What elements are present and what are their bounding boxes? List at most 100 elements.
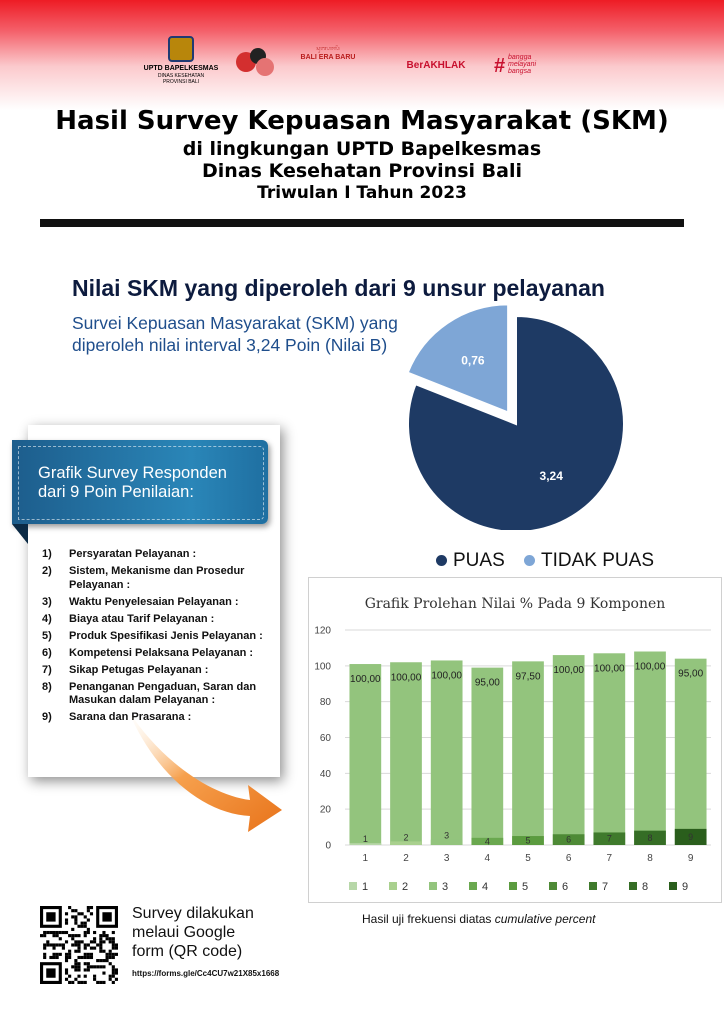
bar-value-label: 100,00	[594, 663, 625, 674]
ribbon-stitching	[18, 446, 264, 520]
list-item: 1) Persyaratan Pelayanan :	[40, 548, 280, 562]
bar-bottom-segment	[512, 836, 544, 845]
skm-heading: Nilai SKM yang diperoleh dari 9 unsur pe…	[72, 275, 605, 301]
bar	[471, 667, 504, 845]
x-tick-label: 7	[607, 853, 613, 864]
x-tick-label: 8	[647, 853, 653, 864]
list-item-label: Sistem, Mekanisme dan Prosedur Pelayanan…	[69, 565, 245, 591]
bar-bottom-label: 2	[403, 832, 408, 842]
survey-period: Triwulan I Tahun 2023	[257, 183, 467, 203]
bar	[634, 651, 666, 845]
x-tick-label: 3	[444, 853, 450, 864]
bali-emblem-icon	[168, 36, 194, 62]
bapelkesmas-logo-line3: PROVINSI BALI	[162, 79, 200, 85]
list-item-number: 6)	[42, 646, 52, 659]
bar-value-label: 100,00	[635, 662, 666, 673]
bapelkesmas-logo-line1: UPTD BAPELKESMAS	[143, 65, 219, 72]
respondent-ribbon	[12, 440, 268, 524]
list-item-number: 8)	[42, 680, 52, 693]
list-item-number: 4)	[42, 612, 52, 625]
bar-bottom-label: 8	[647, 833, 652, 843]
x-tick-label: 6	[566, 853, 572, 864]
x-tick-label: 5	[525, 853, 531, 864]
ribbon-title: Grafik Survey Responden dari 9 Poin Peni…	[38, 464, 227, 502]
bar	[593, 653, 626, 845]
list-item-label: Sikap Petugas Pelayanan :	[69, 663, 209, 676]
assessment-points-list: 1) Persyaratan Pelayanan : 2) Sistem, Meka…	[40, 548, 280, 728]
y-tick-label: 20	[320, 805, 332, 816]
berakhlak-logo: BerAKHLAK	[406, 60, 466, 71]
page-subtitle-2: Dinas Kesehatan Provinsi Bali	[202, 160, 522, 182]
bar-value-label: 100,00	[391, 672, 422, 683]
bar-bottom-segment	[349, 843, 382, 845]
bar-bottom-segment	[471, 837, 504, 845]
list-item-number: 1)	[42, 548, 52, 560]
bar-bottom-label: 4	[485, 836, 490, 846]
skm-description: Survei Kepuasan Masyarakat (SKM) yang di…	[72, 313, 398, 355]
frequency-note-emph: cumulative percent	[494, 912, 596, 926]
x-tick-label: 1	[363, 853, 369, 864]
list-item-number: 3)	[42, 595, 52, 608]
qr-caption-line2: melaui Google	[132, 924, 236, 941]
hashtag-icon: #	[494, 55, 506, 77]
bar-value-label: 100,00	[553, 665, 584, 676]
bar-bottom-label: 3	[444, 831, 449, 841]
google-form-link[interactable]: https://forms.gle/Cc4CU7w21X85x1668	[132, 969, 280, 978]
bali-era-baru-text: BALI ERA BARU	[300, 54, 356, 61]
legend-puas-label: PUAS	[453, 550, 505, 571]
bangga-melayani-text: bangga melayani bangsa	[508, 54, 537, 75]
list-item-label: Kompetensi Pelaksana Pelayanan :	[69, 646, 254, 659]
y-tick-label: 120	[314, 626, 331, 637]
y-tick-label: 0	[325, 841, 331, 852]
logo-bar: UPTD BAPELKESMAS DINAS KESEHATAN PROVINS…	[0, 30, 724, 90]
orange-arrow-icon	[128, 710, 282, 832]
legend-swatch	[349, 882, 357, 890]
list-item-label: Produk Spesifikasi Jenis Pelayanan :	[69, 629, 263, 642]
list-item: 6) Kompetensi Pelaksana Pelayanan :	[40, 647, 280, 661]
legend-label: 8	[642, 881, 648, 893]
page-subtitle-1: di lingkungan UPTD Bapelkesmas	[182, 138, 542, 160]
list-item-number: 9)	[42, 711, 52, 723]
satisfaction-pie-chart: 3,24 0,76	[406, 303, 625, 530]
frequency-note-text: Hasil uji frekuensi diatas	[362, 912, 495, 926]
qr-caption: Survey dilakukan melaui Google form (QR …	[132, 904, 332, 961]
bar-bottom-segment	[634, 830, 666, 845]
legend-tidak-puas-label: TIDAK PUAS	[541, 550, 655, 571]
frequency-note: Hasil uji frekuensi diatas cumulative pe…	[362, 912, 595, 926]
legend-swatch	[589, 882, 597, 890]
legend-label: 2	[402, 881, 408, 893]
bali-era-baru-logo: ᬲᬸᬩᬳᬵᬮᬶ BALI ERA BARU	[290, 46, 366, 62]
bar-bottom-label: 1	[363, 834, 368, 844]
bar-bottom-segment	[552, 834, 585, 845]
x-tick-label: 9	[688, 853, 694, 864]
bar-bottom-segment	[390, 841, 422, 845]
legend-swatch	[629, 882, 637, 890]
list-item: 7) Sikap Petugas Pelayanan :	[40, 664, 280, 678]
legend-swatch	[389, 882, 397, 890]
list-item-label: Waktu Penyelesaian Pelayanan :	[69, 595, 239, 608]
bar	[512, 661, 544, 845]
list-item: 2) Sistem, Mekanisme dan Prosedur Pelayan…	[40, 565, 280, 592]
list-item: 4) Biaya atau Tarif Pelayanan :	[40, 613, 280, 627]
legend-tidak-puas-swatch	[524, 555, 536, 567]
bar-value-label: 95,00	[475, 678, 500, 689]
bar	[349, 664, 382, 845]
legend-tidak-puas: TIDAK PUAS	[524, 550, 654, 572]
legend-label: 7	[602, 881, 608, 893]
legend-swatch	[469, 882, 477, 890]
bar	[390, 662, 422, 845]
legend-label: 3	[442, 881, 448, 893]
bar-chart-panel: Grafik Prolehan Nilai % Pada 9 Komponen 0…	[308, 577, 722, 903]
bar-bottom-segment	[430, 839, 463, 845]
bar-value-label: 100,00	[350, 674, 381, 685]
bar	[674, 658, 707, 845]
qr-caption-line1: Survey dilakukan	[132, 905, 254, 922]
y-tick-label: 40	[320, 769, 332, 780]
bar	[430, 660, 463, 845]
pie-slice-tidak-puas	[406, 303, 510, 414]
ribbon-title-line2: dari 9 Poin Penilaian:	[38, 483, 194, 501]
chart-title: Grafik Prolehan Nilai % Pada 9 Komponen	[365, 596, 666, 612]
ribbon-title-line1: Grafik Survey Responden	[38, 464, 227, 482]
pie-legend: PUAS TIDAK PUAS	[436, 550, 668, 572]
qr-code-icon	[40, 906, 118, 984]
